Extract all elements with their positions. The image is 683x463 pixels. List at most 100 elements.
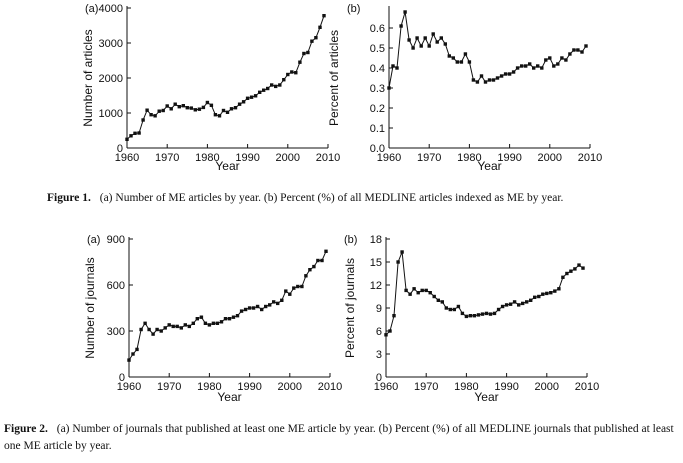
fig1b-data-point bbox=[548, 56, 552, 60]
fig1b-panel: 1960 1970 1980 1990 2000 2010 0.0 0.1 0.2 0.3 0.4 0… bbox=[327, 3, 602, 173]
fig1a-x-tick-label: 1970 bbox=[155, 152, 179, 164]
fig2b-y-tick-label: 3 bbox=[376, 349, 382, 361]
fig1b-data-point bbox=[411, 46, 415, 50]
fig2b-y-axis-label: Percent of journals bbox=[343, 258, 357, 358]
fig2b-data-point bbox=[424, 288, 428, 293]
fig2b-x-tick-label: 1990 bbox=[494, 381, 518, 393]
fig1b-x-tick-label: 1970 bbox=[417, 152, 441, 164]
fig2a-data-point bbox=[300, 284, 304, 289]
fig1b-data-point bbox=[503, 72, 508, 76]
fig2a-data-point bbox=[251, 306, 256, 310]
fig2b-data-point bbox=[541, 292, 545, 296]
fig1b-data-point bbox=[540, 66, 544, 70]
fig1b-data-point bbox=[415, 36, 419, 40]
fig2b-data-point bbox=[472, 314, 477, 318]
fig2a-panel-label: (a) bbox=[87, 234, 100, 246]
fig2b-data-point bbox=[484, 311, 489, 316]
fig1a-data-point bbox=[137, 131, 141, 135]
fig1a-data-point bbox=[286, 72, 290, 77]
fig2b-data-point bbox=[521, 301, 525, 306]
fig1b-data-point bbox=[560, 56, 564, 60]
fig2b-x-tick-label: 2010 bbox=[575, 381, 599, 393]
fig2b-data-point bbox=[565, 271, 569, 276]
fig2b-data-point bbox=[517, 303, 521, 307]
fig2a-data-point bbox=[183, 323, 187, 327]
fig1a-data-point bbox=[165, 104, 169, 108]
fig2a-x-tick-label: 2000 bbox=[278, 381, 302, 393]
fig2a-data-point bbox=[223, 317, 228, 321]
fig1a-data-point bbox=[193, 108, 197, 112]
fig1b-y-axis-label: Percent of articles bbox=[327, 30, 341, 126]
fig2b-data-point bbox=[412, 287, 416, 291]
fig2a-data-point bbox=[235, 314, 240, 318]
fig1a-data-point bbox=[189, 106, 193, 110]
fig1a-data-point bbox=[161, 108, 165, 113]
fig2b-x-tick-label: 1980 bbox=[454, 381, 478, 393]
fig2b-data-point bbox=[428, 291, 432, 295]
fig1b-data-point bbox=[528, 62, 532, 66]
fig1a-data-point bbox=[149, 113, 153, 117]
fig2b-panel: 1960 1970 1980 1990 2000 2010 0 3 6 9 12 15 18 (b) Yea… bbox=[343, 234, 599, 404]
fig2b-data-point bbox=[452, 307, 456, 312]
fig1b-data-point bbox=[407, 38, 411, 42]
fig2b-data-point bbox=[500, 304, 505, 309]
fig1b-data-point bbox=[467, 60, 472, 64]
fig2b-data-point bbox=[549, 291, 553, 295]
figure-1-caption-text: (a) Number of ME articles by year. (b) P… bbox=[99, 192, 564, 204]
fig2b-data-point bbox=[545, 291, 549, 296]
fig1a-data-point bbox=[237, 102, 242, 106]
fig2a-y-tick-label: 300 bbox=[107, 326, 125, 338]
fig1b-y-tick-label: 0.1 bbox=[370, 123, 385, 135]
fig2b-data-point bbox=[388, 329, 392, 333]
fig1b-y-tick-label: 0.0 bbox=[370, 143, 385, 155]
fig1b-y-tick-label: 0.2 bbox=[370, 103, 385, 115]
fig2b-data-point bbox=[557, 287, 561, 291]
fig1a-data-point bbox=[294, 71, 298, 75]
fig1b-panel-label: (b) bbox=[347, 3, 360, 15]
fig1a-x-tick-label: 1980 bbox=[195, 152, 219, 164]
fig1b-data-point bbox=[483, 80, 488, 84]
fig2a-data-point bbox=[135, 347, 139, 352]
fig1a-data-point bbox=[262, 88, 266, 92]
fig2a-data-point bbox=[191, 321, 195, 325]
fig1b-y-tick-label: 0.3 bbox=[370, 83, 385, 95]
fig2a-data-point bbox=[227, 317, 232, 321]
fig2a-x-tick-label: 1990 bbox=[237, 381, 261, 393]
fig1b-data-point bbox=[459, 60, 464, 64]
fig1a-data-point bbox=[302, 51, 306, 56]
fig1a-x-tick-label: 1960 bbox=[115, 152, 139, 164]
fig2a-data-point bbox=[292, 286, 296, 290]
fig1a-data-point bbox=[153, 114, 157, 118]
fig1b-data-point bbox=[524, 64, 528, 68]
fig2a-data-point bbox=[195, 317, 199, 321]
fig1a-x-tick-label: 1990 bbox=[235, 152, 259, 164]
fig1b-data-point bbox=[427, 44, 431, 48]
fig1b-data-point bbox=[552, 64, 556, 68]
fig2a-data-point bbox=[207, 323, 212, 327]
fig1b-x-tick-label: 1990 bbox=[497, 152, 521, 164]
fig1a-data-point bbox=[169, 107, 173, 111]
fig2b-data-point bbox=[460, 311, 465, 316]
fig2b-data-point bbox=[573, 267, 577, 271]
fig1b-data-point bbox=[447, 54, 451, 58]
fig2b-y-tick-label: 6 bbox=[376, 326, 382, 338]
fig1a-data-point bbox=[278, 83, 282, 87]
fig2a-data-point bbox=[199, 315, 204, 319]
fig1a-panel: 1960 1970 1980 1990 2000 2010 0 1000 2000 3000 400… bbox=[81, 3, 340, 173]
fig1b-data-point bbox=[532, 66, 536, 70]
fig2b-data-point bbox=[476, 313, 481, 317]
fig2b-data-point bbox=[508, 302, 513, 306]
fig2a-data-point bbox=[324, 249, 328, 253]
fig2a-data-point bbox=[159, 329, 163, 333]
fig2b-data-point bbox=[581, 266, 585, 270]
fig2b-data-point bbox=[492, 311, 497, 316]
fig2b-data-point bbox=[444, 306, 448, 310]
fig2a-data-point bbox=[215, 321, 220, 325]
fig1b-data-point bbox=[515, 66, 520, 70]
fig1b-data-point bbox=[455, 60, 459, 64]
fig2a-y-tick-label: 0 bbox=[119, 372, 125, 384]
fig1a-data-point bbox=[322, 14, 326, 18]
fig1a-data-point bbox=[241, 100, 246, 104]
fig2b-data-point bbox=[577, 263, 581, 267]
fig1b-data-point bbox=[403, 10, 407, 14]
